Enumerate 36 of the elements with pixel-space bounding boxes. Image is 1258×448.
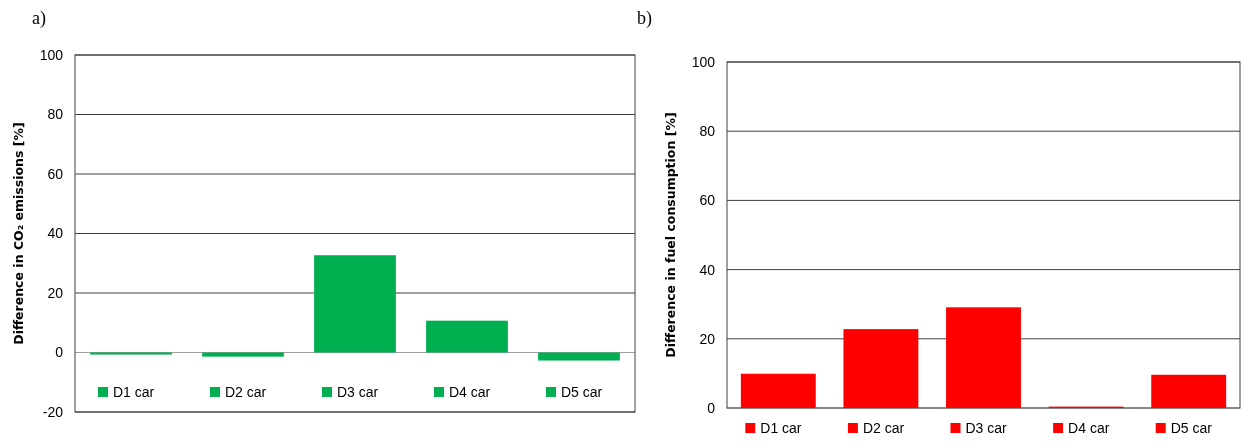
y-tick-label: 0 <box>707 399 716 416</box>
y-tick-label: 0 <box>55 344 64 361</box>
y-axis-title: Difference in fuel consumption [%] <box>663 112 678 358</box>
y-tick-label: 80 <box>47 106 64 123</box>
bar <box>946 307 1021 408</box>
y-tick-label: 100 <box>39 46 64 63</box>
legend-label: D3 car <box>337 383 379 400</box>
bar <box>314 255 396 353</box>
y-tick-label: 20 <box>699 330 716 347</box>
y-tick-label: -20 <box>42 403 64 420</box>
y-tick-label: 40 <box>699 261 716 278</box>
y-tick-label: 40 <box>47 225 64 242</box>
y-axis-title: Difference in CO₂ emissions [%] <box>11 122 26 345</box>
bar <box>90 352 172 355</box>
chart-title: b) <box>637 8 652 29</box>
legend-label: D4 car <box>1068 419 1110 436</box>
bar <box>843 329 919 408</box>
y-tick-label: 100 <box>691 53 716 70</box>
legend-label: D2 car <box>225 383 267 400</box>
bar <box>202 352 284 357</box>
legend-label: D5 car <box>1170 419 1213 436</box>
legend-label: D1 car <box>760 419 802 436</box>
y-tick-label: 60 <box>699 192 716 209</box>
chart-title: a) <box>32 8 46 29</box>
y-tick-label: 20 <box>47 284 64 301</box>
legend-label: D3 car <box>965 419 1008 436</box>
legend-label: D1 car <box>113 383 155 400</box>
bar <box>538 352 620 361</box>
y-tick-label: 60 <box>47 165 64 182</box>
legend-label: D2 car <box>862 419 905 436</box>
y-tick-label: 80 <box>699 123 716 140</box>
bar <box>1151 374 1227 408</box>
bar <box>426 320 508 353</box>
legend-label: D5 car <box>561 383 603 400</box>
legend-label: D4 car <box>449 383 491 400</box>
bar <box>740 373 816 408</box>
